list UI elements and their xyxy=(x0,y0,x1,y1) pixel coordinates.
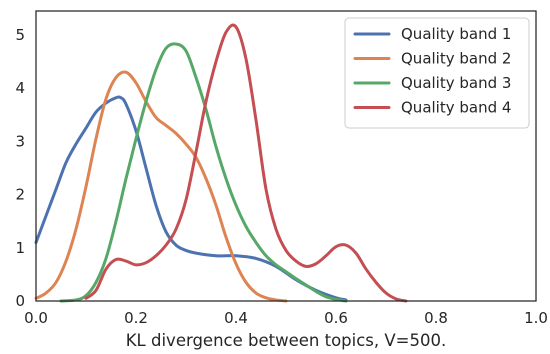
series-line-band-2 xyxy=(34,70,288,303)
series-line-band-1 xyxy=(34,95,348,302)
x-tick-label: 1.0 xyxy=(524,309,548,327)
plot-lines xyxy=(34,23,408,303)
series-line-band-4 xyxy=(84,23,408,303)
x-axis-ticks: 0.0 0.2 0.4 0.6 0.8 1.0 xyxy=(24,309,548,327)
y-tick-label: 5 xyxy=(15,26,25,44)
legend-label: Quality band 1 xyxy=(401,25,511,43)
plot-frame xyxy=(35,10,537,302)
x-axis-label: KL divergence between topics, V=500. xyxy=(126,331,447,350)
x-tick-label: 0.6 xyxy=(324,309,348,327)
y-tick-label: 3 xyxy=(15,132,25,150)
x-tick-label: 0.0 xyxy=(24,309,48,327)
y-tick-label: 2 xyxy=(15,186,25,204)
x-tick-label: 0.4 xyxy=(224,309,248,327)
legend-label: Quality band 4 xyxy=(401,99,511,117)
x-tick-label: 0.8 xyxy=(424,309,448,327)
y-tick-label: 4 xyxy=(15,79,25,97)
y-axis-ticks: 0 1 2 3 4 5 xyxy=(15,26,25,310)
legend: Quality band 1 Quality band 2 Quality band… xyxy=(344,17,530,129)
legend-box xyxy=(344,17,530,129)
x-tick-label: 0.2 xyxy=(124,309,148,327)
y-tick-label: 0 xyxy=(15,292,25,310)
y-tick-label: 1 xyxy=(15,239,25,257)
series-line-band-3 xyxy=(59,42,348,303)
legend-label: Quality band 3 xyxy=(401,74,511,92)
legend-label: Quality band 2 xyxy=(401,50,511,68)
